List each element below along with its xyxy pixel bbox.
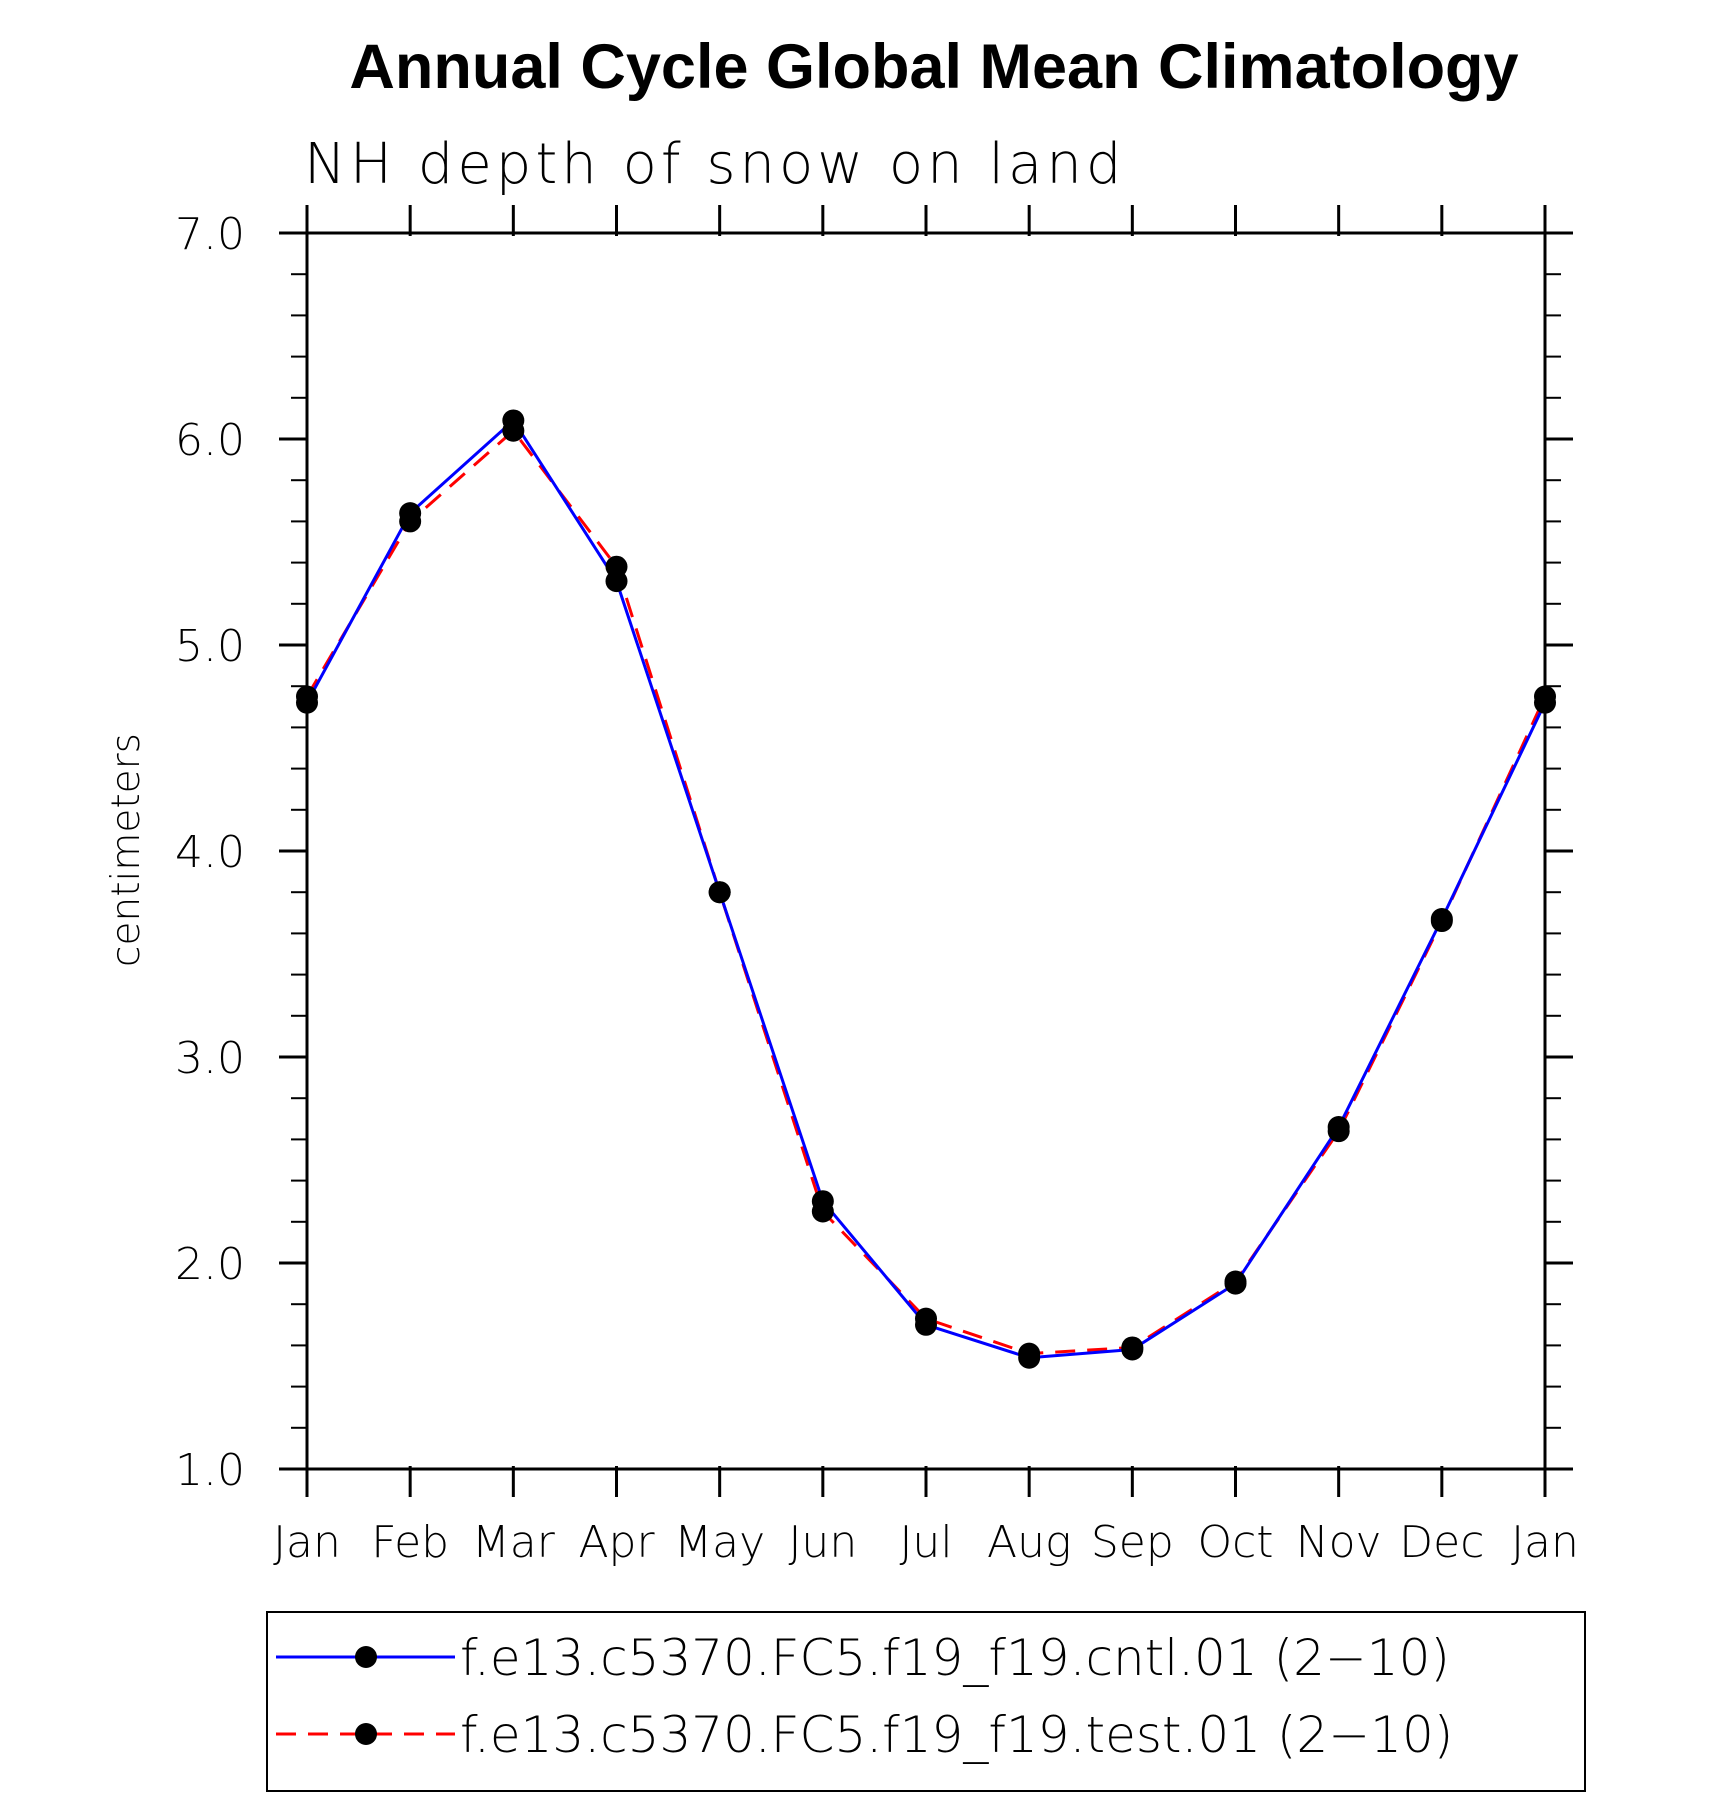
x-tick-label: Sep bbox=[1091, 1517, 1174, 1568]
y-tick-label: 5.0 bbox=[175, 621, 245, 672]
x-tick-label: Jan bbox=[273, 1517, 341, 1568]
chart-subtitle: NH depth of snow on land bbox=[304, 132, 1125, 197]
chart-title: Annual Cycle Global Mean Climatology bbox=[349, 32, 1518, 102]
axis-ticks bbox=[279, 205, 1573, 1497]
series-lines bbox=[305, 418, 1547, 1360]
legend-marker-cntl bbox=[355, 1646, 377, 1668]
x-tick-labels: Jan Feb Mar Apr May Jun Jul Aug Sep Oct Nov Dec Jan bbox=[273, 1517, 1579, 1568]
legend: f.e13.c5370.FC5.f19_f19.cntl.01 (2−10) f… bbox=[266, 1611, 1586, 1792]
series-line-1 bbox=[305, 429, 1547, 1356]
data-point-s1 bbox=[1121, 1336, 1144, 1359]
y-tick-label: 6.0 bbox=[175, 415, 245, 466]
x-tick-label: Nov bbox=[1296, 1517, 1382, 1568]
series-line-0 bbox=[305, 418, 1547, 1360]
data-point-s1 bbox=[1224, 1270, 1247, 1293]
y-tick-label: 3.0 bbox=[175, 1033, 245, 1084]
data-point-s1 bbox=[915, 1307, 937, 1330]
y-tick-labels: 1.0 2.0 3.0 4.0 5.0 6.0 7.0 bbox=[175, 209, 245, 1496]
x-tick-label: Feb bbox=[371, 1517, 449, 1568]
x-tick-label: Oct bbox=[1197, 1517, 1273, 1568]
x-tick-label: Jul bbox=[899, 1517, 952, 1568]
x-tick-label: Jun bbox=[788, 1517, 857, 1568]
y-tick-label: 2.0 bbox=[175, 1239, 245, 1290]
data-points bbox=[296, 409, 1556, 1369]
x-tick-label: Apr bbox=[578, 1517, 655, 1568]
y-tick-label: 1.0 bbox=[175, 1445, 245, 1496]
y-tick-label: 7.0 bbox=[175, 209, 245, 260]
data-point-s1 bbox=[708, 881, 731, 904]
x-tick-label: Mar bbox=[472, 1517, 556, 1568]
data-point-s1 bbox=[399, 510, 422, 533]
x-tick-label: May bbox=[674, 1517, 765, 1568]
data-point-s1 bbox=[502, 419, 525, 442]
data-point-s1 bbox=[1327, 1120, 1350, 1143]
x-tick-label: Aug bbox=[987, 1517, 1071, 1568]
y-tick-label: 4.0 bbox=[175, 827, 245, 878]
y-axis-label: centimeters bbox=[104, 733, 149, 967]
legend-box bbox=[266, 1611, 1586, 1792]
data-point-s1 bbox=[1430, 910, 1453, 933]
data-point-s1 bbox=[605, 555, 628, 578]
legend-label-test: f.e13.c5370.FC5.f19_f19.test.01 (2−10) bbox=[460, 1706, 1453, 1764]
x-tick-label: Dec bbox=[1399, 1517, 1484, 1568]
legend-marker-test bbox=[355, 1723, 377, 1745]
data-point-s1 bbox=[811, 1200, 834, 1223]
x-tick-label: Jan bbox=[1511, 1517, 1579, 1568]
plot-frame bbox=[305, 231, 1547, 1471]
legend-label-cntl: f.e13.c5370.FC5.f19_f19.cntl.01 (2−10) bbox=[460, 1629, 1450, 1687]
data-point-s1 bbox=[1018, 1342, 1041, 1365]
